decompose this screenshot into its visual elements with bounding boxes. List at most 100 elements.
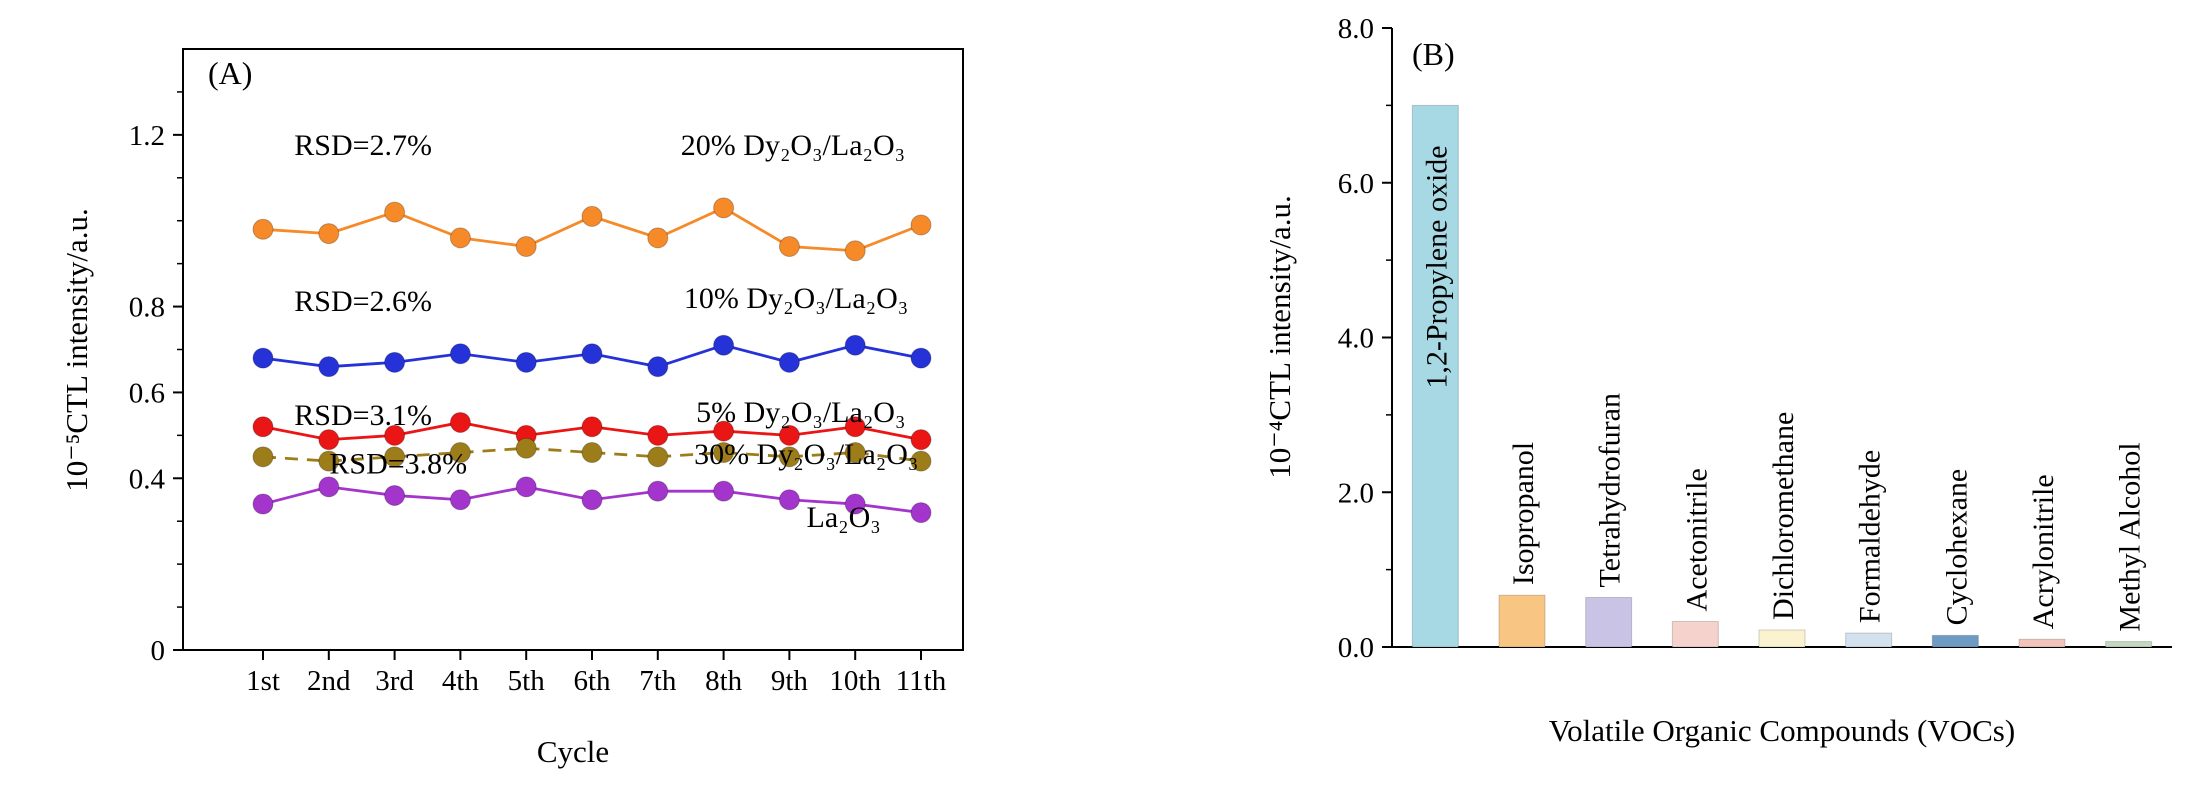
annotation: RSD=3.8% (329, 448, 467, 481)
data-point (384, 446, 406, 468)
data-point (713, 420, 735, 442)
data-point (647, 446, 669, 468)
data-point (252, 416, 274, 438)
bar-label: Cyclohexane (1940, 469, 1973, 626)
x-tick-label: 9th (771, 665, 809, 697)
data-point (384, 424, 406, 446)
x-tick-label: 2nd (307, 665, 351, 697)
x-tick-label: 5th (508, 665, 546, 697)
y-tick-label: 0.4 (129, 463, 166, 495)
bar (1931, 634, 1979, 648)
data-point (449, 411, 471, 433)
data-point (449, 343, 471, 365)
data-point (844, 442, 866, 464)
x-tick-label: 1st (246, 665, 280, 697)
data-point (384, 484, 406, 506)
annotation: RSD=2.6% (294, 285, 432, 318)
x-tick-label: 7th (639, 665, 677, 697)
data-point (778, 424, 800, 446)
bar-label: Methyl Alcohol (2114, 442, 2147, 631)
data-point (778, 235, 800, 257)
data-point (910, 429, 932, 451)
bar (1671, 620, 1719, 648)
y-tick-label: 4.0 (1338, 323, 1374, 355)
data-point (778, 489, 800, 511)
bar-label: Tetrahydrofuran (1594, 393, 1627, 587)
x-tick-label: 10th (829, 665, 881, 697)
data-point (713, 442, 735, 464)
data-point (515, 235, 537, 257)
y-tick-label: 0.6 (129, 377, 165, 409)
data-point (384, 351, 406, 373)
bar-label: Formaldehyde (1854, 450, 1887, 623)
bar-label: Acrylonitrile (2027, 474, 2060, 629)
data-point (581, 489, 603, 511)
data-point (910, 450, 932, 472)
data-point (910, 347, 932, 369)
data-point (449, 442, 471, 464)
x-tick-label: 3rd (375, 665, 414, 697)
annotation: RSD=3.1% (294, 399, 432, 432)
data-point (252, 446, 274, 468)
x-tick-label: 8th (705, 665, 743, 697)
data-point (515, 351, 537, 373)
annotation: La₂O₃ (807, 501, 881, 534)
y-tick-label: 6.0 (1338, 168, 1374, 200)
annotation: 5% Dy₂O₃/La₂O₃ (696, 396, 905, 429)
data-point (713, 334, 735, 356)
bar (1758, 629, 1806, 648)
data-point (778, 446, 800, 468)
data-point (844, 416, 866, 438)
x-tick-label: 6th (573, 665, 611, 697)
y-tick-label: 0 (151, 635, 166, 667)
data-point (318, 450, 340, 472)
x-tick-label: 11th (896, 665, 947, 697)
data-point (318, 429, 340, 451)
panel-b-x-axis-label: Volatile Organic Compounds (VOCs) (1548, 713, 2016, 748)
data-point (713, 480, 735, 502)
data-point (844, 493, 866, 515)
annotation: 20% Dy₂O₃/La₂O₃ (681, 129, 905, 162)
data-point (581, 416, 603, 438)
panel-b: (B) 10⁻⁴CTL intensity/a.u. Volatile Orga… (1180, 0, 2205, 787)
data-point (384, 201, 406, 223)
data-point (252, 218, 274, 240)
y-tick-label: 1.2 (129, 120, 165, 152)
panel-a-plot: 0 0.4 0.6 0.8 1.2 1st 2nd 3rd 4th 5th 6th 7th 8th 9th… (129, 48, 964, 697)
data-point (515, 476, 537, 498)
data-point (318, 356, 340, 378)
data-point (449, 227, 471, 249)
data-point (778, 351, 800, 373)
bar (1411, 104, 1459, 648)
y-tick-label: 8.0 (1338, 13, 1374, 45)
bar (1585, 596, 1633, 648)
panel-b-label: (B) (1412, 36, 1455, 72)
data-point (449, 489, 471, 511)
annotation: 10% Dy₂O₃/La₂O₃ (684, 282, 908, 315)
bar-label: Isopropanol (1507, 442, 1540, 585)
data-point (581, 343, 603, 365)
data-point (515, 437, 537, 459)
bar-label: Acetonitrile (1680, 468, 1713, 611)
panel-a-label: (A) (208, 55, 253, 91)
data-point (318, 476, 340, 498)
data-point (713, 197, 735, 219)
bar-label: 1,2-Propylene oxide (1420, 145, 1453, 388)
y-tick-label: 2.0 (1338, 477, 1374, 509)
panel-a: (A) 10⁻⁵CTL intensity/a.u. Cycle 0 0.4 0.6… (0, 0, 1080, 787)
data-point (647, 480, 669, 502)
data-point (318, 223, 340, 245)
bar-label: Dichloromethane (1767, 412, 1800, 620)
data-point (252, 493, 274, 515)
bar (1498, 594, 1546, 648)
bar (2105, 641, 2153, 648)
data-point (910, 502, 932, 524)
y-tick-label: 0.0 (1338, 632, 1374, 664)
annotation: 30% Dy₂O₃/La₂O₃ (694, 438, 918, 471)
bar (2018, 638, 2066, 648)
y-tick-label: 0.8 (129, 292, 165, 324)
bar (1845, 632, 1893, 648)
panel-a-x-axis-label: Cycle (536, 734, 610, 769)
data-point (844, 240, 866, 262)
